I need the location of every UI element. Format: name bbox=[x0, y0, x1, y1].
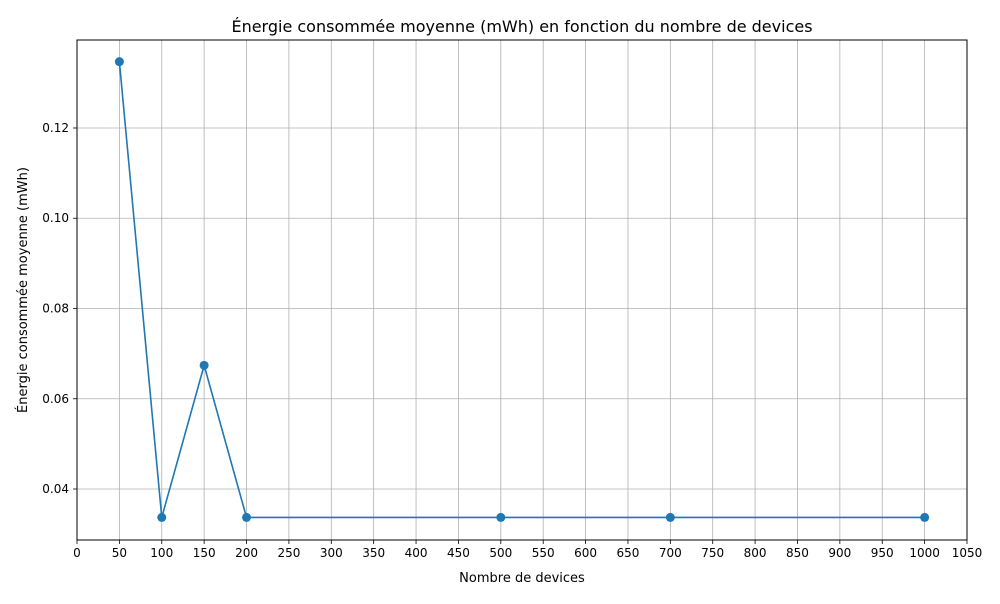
data-point bbox=[920, 512, 930, 522]
x-tick-label: 1000 bbox=[909, 546, 940, 560]
x-tick-label: 550 bbox=[532, 546, 555, 560]
x-tick-label: 250 bbox=[277, 546, 300, 560]
x-tick-label: 850 bbox=[786, 546, 809, 560]
x-axis-label: Nombre de devices bbox=[459, 571, 585, 586]
data-point bbox=[242, 512, 252, 522]
x-tick-label: 150 bbox=[193, 546, 216, 560]
y-tick-label: 0.10 bbox=[42, 211, 69, 225]
y-axis-label: Énergie consommée moyenne (mWh) bbox=[15, 167, 31, 413]
x-tick-label: 400 bbox=[405, 546, 428, 560]
x-tick-label: 600 bbox=[574, 546, 597, 560]
x-tick-label: 800 bbox=[744, 546, 767, 560]
x-tick-label: 300 bbox=[320, 546, 343, 560]
data-point bbox=[157, 512, 167, 522]
grid bbox=[76, 40, 968, 540]
x-tick-label: 350 bbox=[362, 546, 385, 560]
chart-title: Énergie consommée moyenne (mWh) en fonct… bbox=[231, 17, 812, 36]
data-point bbox=[496, 512, 506, 522]
x-tick-label: 950 bbox=[871, 546, 894, 560]
x-tick-label: 200 bbox=[235, 546, 258, 560]
y-tick-label: 0.06 bbox=[42, 392, 69, 406]
x-tick-label: 0 bbox=[73, 546, 81, 560]
x-tick-label: 50 bbox=[112, 546, 127, 560]
series-line bbox=[118, 61, 925, 519]
y-axis: 0.04 0.06 0.08 0.10 0.12 bbox=[42, 121, 77, 496]
x-tick-label: 700 bbox=[659, 546, 682, 560]
x-tick-label: 650 bbox=[616, 546, 639, 560]
x-tick-label: 750 bbox=[701, 546, 724, 560]
y-tick-label: 0.12 bbox=[42, 121, 69, 135]
x-tick-label: 450 bbox=[447, 546, 470, 560]
x-tick-label: 100 bbox=[150, 546, 173, 560]
y-tick-label: 0.08 bbox=[42, 302, 69, 316]
data-point bbox=[199, 360, 209, 370]
data-point bbox=[114, 57, 124, 67]
x-tick-label: 1050 bbox=[952, 546, 983, 560]
series-layer bbox=[114, 57, 930, 522]
data-point bbox=[665, 512, 675, 522]
plot-frame bbox=[76, 39, 968, 541]
y-tick-label: 0.04 bbox=[42, 482, 69, 496]
x-tick-label: 500 bbox=[489, 546, 512, 560]
x-tick-label: 900 bbox=[828, 546, 851, 560]
x-axis: 0 50 100 150 200 250 300 350 400 450 500 550 600 650 7… bbox=[73, 540, 982, 560]
